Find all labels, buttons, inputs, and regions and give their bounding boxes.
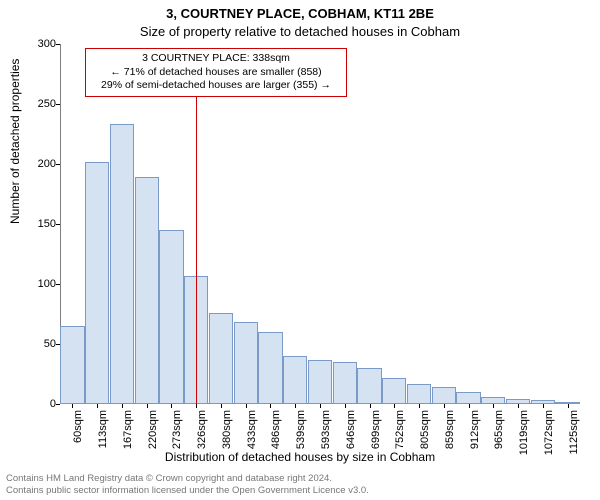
y-tick-label: 100 [26, 278, 56, 290]
x-tick-mark [320, 404, 321, 408]
x-tick-mark [543, 404, 544, 408]
footer-line1: Contains HM Land Registry data © Crown c… [6, 473, 369, 484]
y-tick-label: 300 [26, 38, 56, 50]
x-tick-mark [444, 404, 445, 408]
y-tick-mark [56, 164, 60, 165]
x-tick-mark [469, 404, 470, 408]
annotation-line1: 3 COURTNEY PLACE: 338sqm [92, 52, 340, 66]
histogram-bar [481, 397, 505, 404]
histogram-bar [308, 360, 332, 404]
histogram-bar [357, 368, 381, 404]
histogram-bar [333, 362, 357, 404]
annotation-box: 3 COURTNEY PLACE: 338sqm ← 71% of detach… [85, 48, 347, 97]
histogram-bar [110, 124, 134, 404]
x-tick-mark [518, 404, 519, 408]
histogram-bar [258, 332, 282, 404]
x-tick-mark [568, 404, 569, 408]
histogram-bars [60, 44, 580, 404]
histogram-bar [283, 356, 307, 404]
x-tick-mark [122, 404, 123, 408]
y-tick-label: 50 [26, 338, 56, 350]
histogram-bar [135, 177, 159, 404]
x-axis-label: Distribution of detached houses by size … [0, 450, 600, 464]
x-tick-mark [246, 404, 247, 408]
x-tick-mark [196, 404, 197, 408]
x-tick-mark [394, 404, 395, 408]
y-tick-mark [56, 44, 60, 45]
plot-area [60, 44, 580, 404]
x-tick-mark [171, 404, 172, 408]
histogram-bar [209, 313, 233, 404]
x-tick-mark [221, 404, 222, 408]
histogram-bar [407, 384, 431, 404]
y-tick-label: 150 [26, 218, 56, 230]
y-tick-mark [56, 284, 60, 285]
chart-title-address: 3, COURTNEY PLACE, COBHAM, KT11 2BE [0, 6, 600, 21]
y-tick-label: 250 [26, 98, 56, 110]
footer-attribution: Contains HM Land Registry data © Crown c… [6, 473, 369, 496]
annotation-line3: 29% of semi-detached houses are larger (… [92, 79, 340, 93]
x-tick-mark [295, 404, 296, 408]
chart-subtitle: Size of property relative to detached ho… [0, 24, 600, 39]
x-tick-mark [419, 404, 420, 408]
x-tick-mark [493, 404, 494, 408]
reference-line [196, 92, 197, 404]
y-tick-mark [56, 344, 60, 345]
histogram-bar [234, 322, 258, 404]
x-tick-mark [270, 404, 271, 408]
x-tick-mark [345, 404, 346, 408]
histogram-bar [432, 387, 456, 404]
y-tick-mark [56, 224, 60, 225]
x-tick-mark [370, 404, 371, 408]
histogram-bar [60, 326, 84, 404]
annotation-line2: ← 71% of detached houses are smaller (85… [92, 66, 340, 80]
y-tick-label: 0 [26, 398, 56, 410]
x-tick-mark [97, 404, 98, 408]
histogram-bar [85, 162, 109, 404]
footer-line2: Contains public sector information licen… [6, 485, 369, 496]
y-tick-mark [56, 104, 60, 105]
histogram-bar [382, 378, 406, 404]
y-axis-label: Number of detached properties [8, 59, 22, 224]
histogram-bar [159, 230, 183, 404]
y-tick-mark [56, 404, 60, 405]
histogram-bar [456, 392, 480, 404]
x-tick-mark [147, 404, 148, 408]
y-tick-label: 200 [26, 158, 56, 170]
x-tick-mark [72, 404, 73, 408]
